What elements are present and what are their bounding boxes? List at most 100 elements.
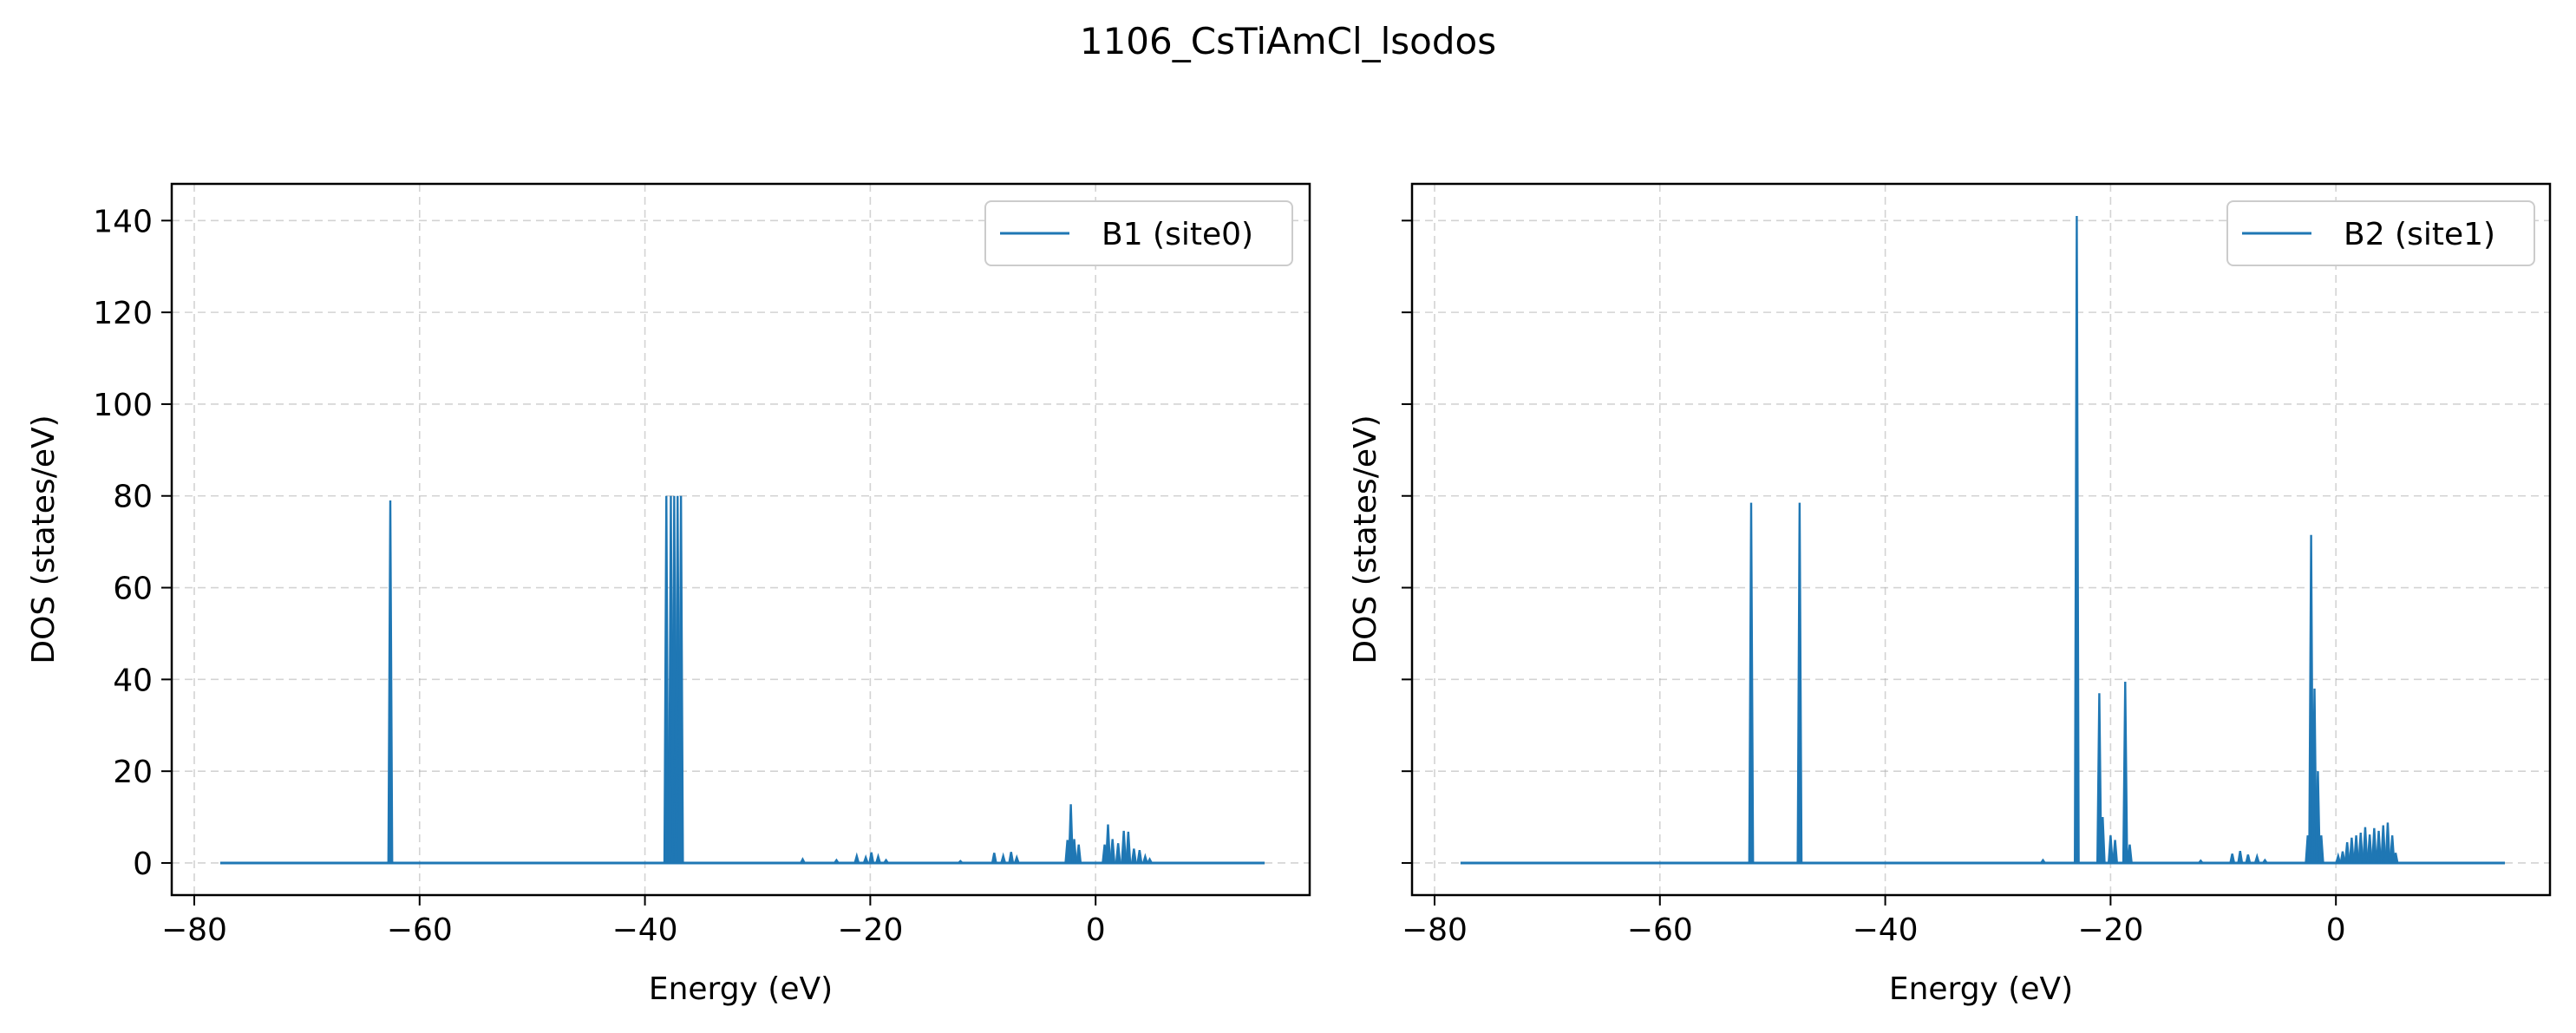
x-tick-label-right-0: −80 — [1402, 912, 1468, 948]
legend-right: B2 (site1) — [2226, 200, 2535, 266]
dos-peak-right-27 — [2362, 827, 2369, 864]
dos-peak-right-29 — [2370, 827, 2377, 864]
x-tick-label-right-4: 0 — [2326, 912, 2346, 948]
x-tick-label-left-3: −20 — [837, 912, 903, 948]
dos-peak-right-23 — [2344, 842, 2350, 864]
dos-peak-left-19 — [1068, 804, 1075, 864]
legend-label-left: B1 (site0) — [1102, 217, 1253, 252]
dos-peak-right-24 — [2348, 837, 2355, 864]
dos-peak-right-11 — [2229, 853, 2236, 864]
dos-peak-right-1 — [1796, 502, 1803, 863]
dos-peak-right-30 — [2376, 830, 2382, 864]
series-right — [1460, 216, 2506, 865]
dos-peak-right-9 — [2127, 844, 2133, 864]
dos-peak-left-21 — [1076, 844, 1082, 864]
axes-frame-left — [170, 182, 1311, 897]
dos-peak-left-6 — [800, 857, 806, 864]
x-axis-label-left: Energy (eV) — [649, 971, 833, 1007]
y-tick-label-left-7: 140 — [93, 204, 153, 239]
dos-peak-right-8 — [2122, 681, 2128, 863]
dos-peak-left-14 — [991, 853, 997, 864]
dos-peak-right-33 — [2389, 835, 2396, 864]
dos-peak-right-2 — [2040, 858, 2046, 864]
dos-peak-right-28 — [2366, 834, 2373, 864]
dos-peak-left-24 — [1109, 839, 1116, 864]
dos-peak-right-34 — [2392, 853, 2399, 864]
dos-peak-right-10 — [2198, 859, 2204, 864]
dos-peak-left-1 — [663, 495, 670, 863]
x-tick-label-left-0: −80 — [161, 912, 227, 948]
x-tick-label-left-1: −60 — [387, 912, 453, 948]
y-tick-label-left-1: 20 — [113, 755, 153, 790]
dos-peak-left-0 — [387, 500, 394, 863]
dos-peak-right-31 — [2380, 825, 2387, 864]
dos-peak-left-28 — [1130, 848, 1137, 864]
ticks-right: −80 −60 −40 −20 0 — [1402, 219, 2346, 948]
dos-peak-left-29 — [1136, 849, 1143, 864]
dos-peak-right-14 — [2253, 853, 2260, 864]
dos-peak-left-11 — [875, 853, 881, 864]
dos-peak-right-7 — [2112, 840, 2118, 864]
dos-peak-right-0 — [1748, 502, 1755, 863]
dos-peak-left-10 — [868, 852, 875, 864]
y-tick-label-left-3: 60 — [113, 572, 153, 607]
x-axis-label-right: Energy (eV) — [1889, 971, 2073, 1007]
y-tick-label-left-4: 80 — [113, 480, 153, 515]
dos-peak-right-21 — [2335, 852, 2342, 864]
dos-peak-right-15 — [2262, 858, 2268, 864]
ticks-left: −80 −60 −40 −20 0 0 20 40 60 80 100 120 140 — [93, 204, 1105, 948]
dos-peak-left-25 — [1115, 843, 1121, 864]
legend-label-right: B2 (site1) — [2344, 217, 2495, 252]
y-tick-label-left-2: 40 — [113, 663, 153, 698]
dos-peak-left-7 — [834, 858, 840, 864]
dos-peak-right-12 — [2237, 851, 2244, 864]
dos-peak-right-19 — [2315, 771, 2321, 863]
plot-panel-left: −80 −60 −40 −20 0 0 20 40 60 80 100 120 140 Energy (… — [26, 182, 1311, 1007]
x-tick-label-right-1: −60 — [1627, 912, 1693, 948]
dos-peak-right-5 — [2099, 817, 2106, 864]
legend-left: B1 (site0) — [984, 200, 1293, 266]
x-tick-label-right-2: −40 — [1853, 912, 1919, 948]
x-tick-label-right-3: −20 — [2077, 912, 2143, 948]
dos-peak-left-15 — [1000, 852, 1007, 864]
dos-peak-right-26 — [2357, 832, 2364, 864]
dos-peak-left-30 — [1141, 853, 1148, 864]
dos-peak-left-8 — [853, 852, 860, 864]
figure-title: 1106_CsTiAmCl_lsodos — [1080, 20, 1496, 62]
grid-left — [172, 184, 1310, 895]
dos-peak-left-13 — [958, 860, 964, 864]
x-tick-label-left-4: 0 — [1086, 912, 1106, 948]
dos-peak-left-12 — [883, 858, 889, 864]
dos-peak-right-17 — [2308, 534, 2315, 863]
y-axis-label-left: DOS (states/eV) — [26, 415, 62, 664]
dos-peak-left-20 — [1071, 839, 1077, 864]
dos-peak-left-5 — [677, 495, 684, 863]
dos-peak-left-23 — [1105, 824, 1111, 864]
dos-peak-right-20 — [2318, 835, 2324, 864]
dos-peak-right-32 — [2384, 822, 2391, 864]
dos-peak-left-16 — [1008, 852, 1015, 864]
dos-peak-right-4 — [2096, 693, 2102, 863]
dos-peak-right-25 — [2353, 835, 2359, 864]
dos-peak-left-17 — [1013, 853, 1020, 864]
y-tick-label-left-6: 120 — [93, 296, 153, 331]
dos-peak-right-13 — [2245, 854, 2252, 864]
dos-peak-left-26 — [1121, 830, 1128, 864]
legend-box-left — [984, 200, 1293, 266]
dos-peak-left-27 — [1125, 831, 1132, 864]
grid-right — [1412, 184, 2550, 895]
series-left — [219, 495, 1265, 865]
legend-box-right — [2226, 200, 2535, 266]
x-tick-label-left-2: −40 — [612, 912, 678, 948]
dos-peak-right-3 — [2074, 216, 2080, 863]
dos-peak-left-31 — [1147, 857, 1153, 864]
y-tick-label-left-5: 100 — [93, 388, 153, 423]
dos-peak-right-22 — [2339, 851, 2346, 864]
dos-peak-right-18 — [2311, 688, 2318, 863]
dos-peak-left-9 — [862, 853, 869, 864]
y-axis-label-right: DOS (states/eV) — [1348, 415, 1383, 664]
axes-frame-right — [1410, 182, 2552, 897]
dos-peak-right-6 — [2107, 835, 2114, 864]
plot-panel-right: −80 −60 −40 −20 0 Energy (eV) DOS (states/eV… — [1348, 182, 2552, 1007]
